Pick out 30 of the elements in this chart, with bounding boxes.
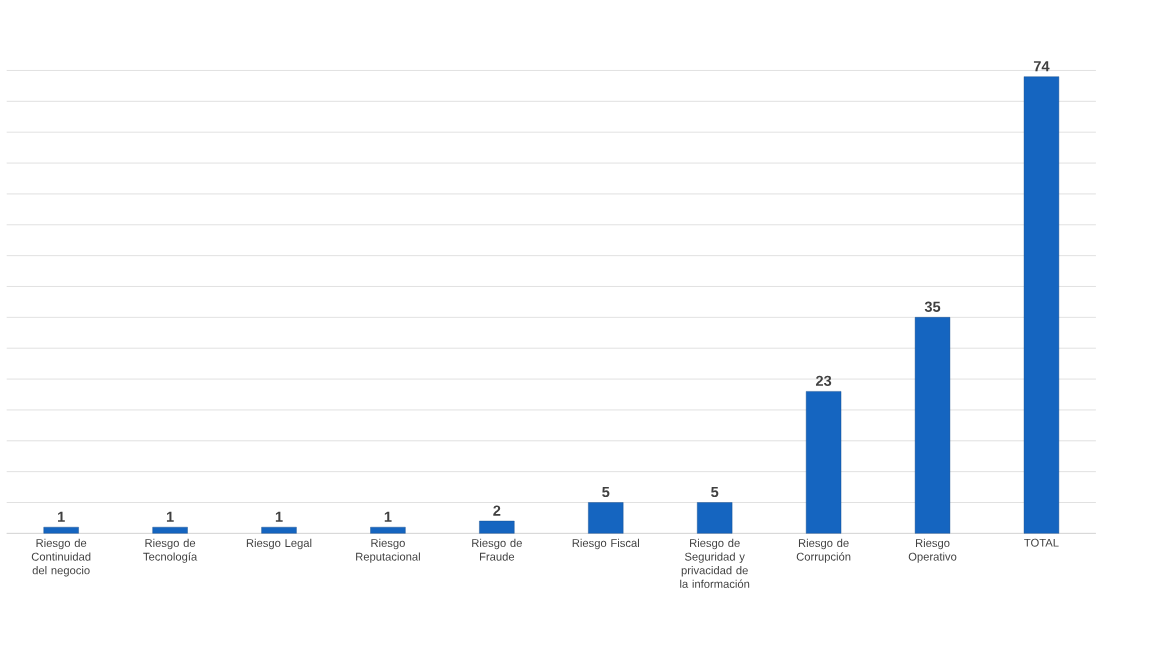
x-tick-label: Riesgo Legal [246, 538, 312, 550]
bar [805, 391, 842, 534]
x-tick-label: Riesgo de Seguridad y privacidad de la información [680, 538, 750, 589]
x-tick-label: TOTAL [1024, 538, 1059, 547]
bar [479, 521, 515, 534]
x-tick-label: Riesgo de Fraude [472, 538, 522, 561]
x-tick-label: Riesgo Operativo [908, 538, 957, 564]
bar [697, 502, 733, 534]
x-tick-label: Riesgo de Tecnología [143, 538, 198, 564]
x-tick-label: Riesgo de Continuidad del negocio [31, 538, 91, 577]
data-label: 1 [58, 511, 65, 522]
data-label: 35 [924, 301, 941, 313]
data-label: 2 [493, 505, 501, 516]
x-tick-label: Riesgo Fiscal [572, 538, 639, 550]
data-label: 23 [815, 375, 832, 387]
bar [370, 527, 406, 534]
data-label: 1 [275, 511, 283, 522]
data-label: 74 [1033, 61, 1050, 72]
x-tick-label: Riesgo Reputacional [356, 538, 420, 564]
x-tick-label: Riesgo de Corrupción [796, 538, 851, 564]
bar [588, 502, 624, 534]
data-label: 1 [384, 511, 392, 522]
data-label: 1 [166, 511, 174, 522]
bar [43, 527, 79, 534]
bar [1023, 76, 1060, 534]
data-label: 5 [711, 487, 719, 498]
bar [914, 317, 951, 534]
data-label: 5 [602, 487, 610, 498]
bar [261, 527, 297, 534]
bar [152, 527, 188, 534]
